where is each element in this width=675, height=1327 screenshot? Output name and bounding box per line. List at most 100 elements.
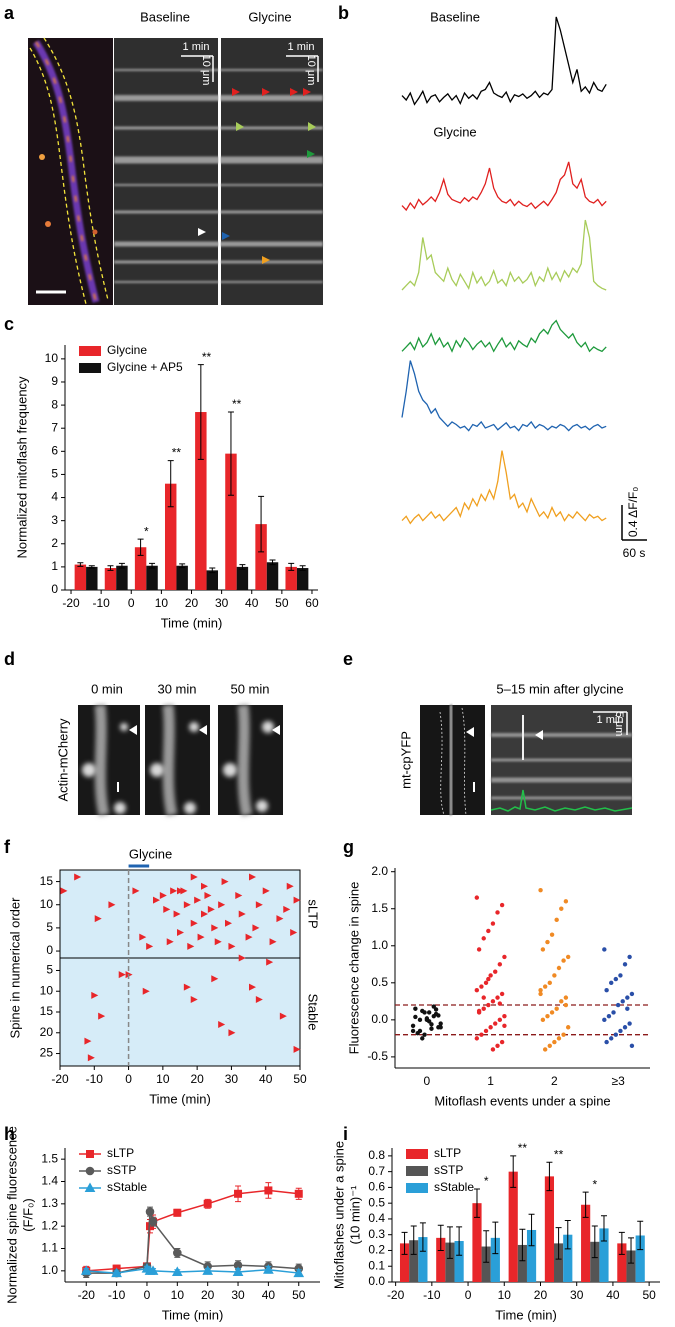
point xyxy=(613,1032,619,1037)
bar xyxy=(195,412,207,590)
spine-event xyxy=(190,873,198,881)
error-bar xyxy=(107,565,114,571)
point xyxy=(490,921,496,926)
point xyxy=(413,1006,418,1011)
x-tick-label: 0 xyxy=(128,596,135,610)
legend-marker xyxy=(85,1166,95,1176)
y-tick-label: 0 xyxy=(51,582,58,596)
series-line xyxy=(86,1267,299,1274)
x-tick-label: 0 xyxy=(424,1074,431,1088)
spine-event xyxy=(170,887,178,895)
point xyxy=(474,1036,480,1041)
point xyxy=(410,1023,416,1028)
point xyxy=(294,1189,303,1198)
bar xyxy=(454,1241,464,1282)
point xyxy=(561,1032,566,1037)
x-tick-label: 20 xyxy=(201,1288,215,1302)
x-tick-label: 40 xyxy=(262,1288,276,1302)
bar xyxy=(544,1176,555,1282)
point xyxy=(563,995,569,1000)
image-label: mt-cpYFP xyxy=(398,731,413,789)
point xyxy=(438,1021,443,1026)
point xyxy=(497,962,503,967)
panel-label: a xyxy=(4,3,15,23)
bar xyxy=(146,565,158,590)
spine-event xyxy=(201,910,208,918)
y-tick-label: 2.0 xyxy=(371,864,388,878)
bar xyxy=(626,1250,636,1282)
x-tick-label: 30 xyxy=(570,1288,584,1302)
x-tick-label: 20 xyxy=(185,596,199,610)
y-tick-label: 3 xyxy=(51,513,58,527)
spine-event xyxy=(197,933,205,941)
kymo-title: Glycine xyxy=(248,9,291,24)
point xyxy=(547,1043,552,1048)
point xyxy=(263,1264,274,1274)
spine-event xyxy=(245,933,253,941)
point xyxy=(488,973,493,978)
bar xyxy=(418,1237,428,1282)
spine-event xyxy=(159,891,167,899)
error-bar xyxy=(600,1215,607,1242)
trace xyxy=(401,219,607,291)
spine-event xyxy=(249,983,256,991)
point xyxy=(483,980,489,986)
spine-event xyxy=(225,919,232,927)
x-tick-label: 10 xyxy=(156,1072,170,1086)
bar xyxy=(445,1242,455,1282)
y-tick-label: 0.7 xyxy=(368,1164,385,1178)
time-label: 0 min xyxy=(91,681,123,696)
y-tick-label: 5 xyxy=(51,467,58,481)
significance: ** xyxy=(202,350,212,364)
legend-label: Glycine xyxy=(107,343,147,357)
image-spine xyxy=(78,704,283,817)
point xyxy=(556,1036,562,1041)
point xyxy=(497,1001,503,1006)
x-tick-label: 30 xyxy=(231,1288,245,1302)
y-tick-label: 10 xyxy=(40,983,54,997)
x-tick-label: 10 xyxy=(155,596,169,610)
point xyxy=(203,1199,212,1208)
point xyxy=(479,984,484,989)
kymo-title: Baseline xyxy=(140,9,190,24)
point xyxy=(493,969,498,974)
legend-label: sStable xyxy=(107,1180,147,1194)
bar xyxy=(266,562,279,590)
x-tick-label: -20 xyxy=(62,596,80,610)
legend-marker xyxy=(86,1150,94,1158)
point xyxy=(490,1047,496,1052)
legend-label: sSTP xyxy=(107,1163,136,1177)
legend-label: sSTP xyxy=(434,1163,463,1177)
point xyxy=(622,962,628,967)
bar xyxy=(206,570,219,590)
y-axis-label: (10 min)⁻¹ xyxy=(347,1185,362,1245)
error-bar xyxy=(239,564,246,570)
y-tick-label: 7 xyxy=(51,420,58,434)
point xyxy=(561,958,566,963)
y-tick-label: 1 xyxy=(51,559,58,573)
trace xyxy=(401,319,607,353)
bar xyxy=(481,1246,491,1282)
point xyxy=(499,991,505,997)
space-scale: 5 μm xyxy=(613,712,625,737)
y-tick-label: 6 xyxy=(51,443,58,457)
time-label: 30 min xyxy=(157,681,196,696)
point xyxy=(417,1017,423,1023)
bar xyxy=(236,566,249,590)
spine-event xyxy=(286,882,294,890)
point xyxy=(173,1208,182,1217)
spine-event xyxy=(187,942,195,950)
stimulus-label: Glycine xyxy=(129,846,172,861)
spine-event xyxy=(262,887,270,895)
point xyxy=(625,995,630,1000)
spine-event xyxy=(60,887,68,895)
legend-label: sLTP xyxy=(107,1146,134,1160)
spine-event xyxy=(177,929,184,937)
point xyxy=(627,954,632,960)
time-scale: 1 min xyxy=(597,714,624,726)
spine-event xyxy=(190,996,198,1004)
point xyxy=(502,954,507,960)
spine-event xyxy=(173,910,181,918)
point xyxy=(486,976,491,982)
spine-event xyxy=(269,938,277,946)
